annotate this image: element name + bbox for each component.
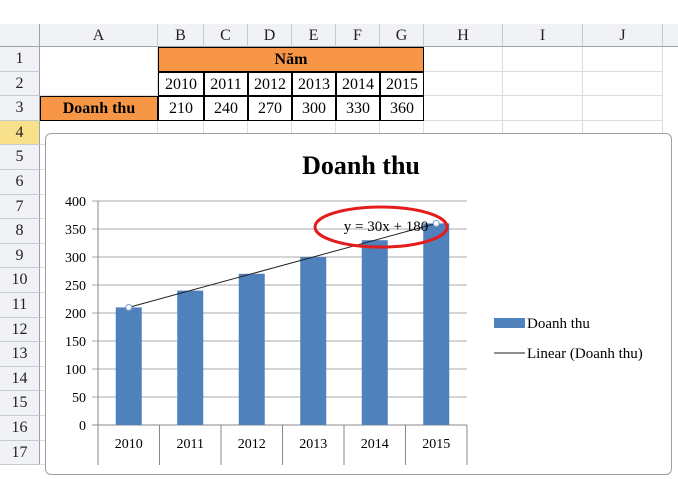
y-tick-label: 400 bbox=[65, 195, 86, 210]
column-header-F[interactable]: F bbox=[336, 24, 380, 47]
y-tick-label: 0 bbox=[79, 419, 86, 434]
trendline-handle bbox=[125, 303, 133, 311]
y-tick-label: 100 bbox=[65, 363, 86, 378]
row-header-4[interactable]: 4 bbox=[0, 120, 40, 146]
cell[interactable] bbox=[424, 47, 503, 72]
cell-year[interactable]: 2014 bbox=[336, 71, 380, 97]
row-header-10[interactable]: 10 bbox=[0, 268, 40, 293]
bar-2012[interactable] bbox=[238, 273, 265, 425]
column-header-C[interactable]: C bbox=[204, 24, 248, 47]
column-header-G[interactable]: G bbox=[380, 24, 424, 47]
row-header-12[interactable]: 12 bbox=[0, 317, 40, 343]
legend-bar-swatch bbox=[494, 318, 525, 328]
bar-2010[interactable] bbox=[115, 307, 142, 425]
cell[interactable] bbox=[583, 96, 663, 121]
column-header-extra[interactable] bbox=[663, 24, 678, 47]
column-header-B[interactable]: B bbox=[158, 24, 204, 47]
x-tick-label: 2013 bbox=[299, 437, 327, 452]
cell[interactable] bbox=[503, 71, 583, 97]
select-all-corner[interactable] bbox=[0, 24, 40, 47]
row-header-17[interactable]: 17 bbox=[0, 440, 40, 466]
row-header-9[interactable]: 9 bbox=[0, 243, 40, 269]
row-header-1[interactable]: 1 bbox=[0, 47, 40, 72]
cell-A1[interactable] bbox=[40, 47, 158, 97]
trendline-equation[interactable]: y = 30x + 180 bbox=[344, 219, 428, 235]
cell[interactable] bbox=[503, 47, 583, 72]
cell-value[interactable]: 300 bbox=[292, 96, 336, 121]
cell[interactable] bbox=[583, 47, 663, 72]
y-tick-label: 300 bbox=[65, 251, 86, 266]
cell-year[interactable]: 2013 bbox=[292, 71, 336, 97]
chart-title[interactable]: Doanh thu bbox=[302, 151, 420, 180]
column-header-I[interactable]: I bbox=[503, 24, 583, 47]
row-header-14[interactable]: 14 bbox=[0, 366, 40, 392]
cell-value[interactable]: 240 bbox=[204, 96, 248, 121]
cell-value[interactable]: 330 bbox=[336, 96, 380, 121]
legend-series-label[interactable]: Doanh thu bbox=[527, 316, 590, 332]
highlight-ellipse bbox=[313, 205, 449, 249]
row-header-6[interactable]: 6 bbox=[0, 170, 40, 195]
cell-year[interactable]: 2010 bbox=[158, 71, 204, 97]
row-header-8[interactable]: 8 bbox=[0, 219, 40, 244]
cell-year[interactable]: 2012 bbox=[248, 71, 292, 97]
cell-value[interactable]: 360 bbox=[380, 96, 424, 121]
y-tick-label: 200 bbox=[65, 307, 86, 322]
row-header-16[interactable]: 16 bbox=[0, 416, 40, 441]
cell[interactable] bbox=[503, 96, 583, 121]
cell[interactable] bbox=[583, 71, 663, 97]
cell-A3-doanh-thu[interactable]: Doanh thu bbox=[40, 96, 158, 121]
row-header-2[interactable]: 2 bbox=[0, 71, 40, 97]
x-tick-label: 2010 bbox=[115, 437, 143, 452]
row-header-11[interactable]: 11 bbox=[0, 293, 40, 318]
bar-2011[interactable] bbox=[177, 290, 204, 425]
y-tick-label: 250 bbox=[65, 279, 86, 294]
bar-2013[interactable] bbox=[300, 257, 327, 425]
bar-2015[interactable] bbox=[423, 223, 450, 425]
row-header-7[interactable]: 7 bbox=[0, 194, 40, 220]
y-tick-label: 50 bbox=[72, 391, 86, 406]
x-tick-label: 2011 bbox=[177, 437, 204, 452]
column-header-D[interactable]: D bbox=[248, 24, 292, 47]
bar-2014[interactable] bbox=[361, 240, 388, 425]
row-header-5[interactable]: 5 bbox=[0, 145, 40, 170]
cell-year[interactable]: 2015 bbox=[380, 71, 424, 97]
cell-B1-nam[interactable]: Năm bbox=[158, 47, 424, 72]
cell-value[interactable]: 210 bbox=[158, 96, 204, 121]
column-header-A[interactable]: A bbox=[40, 24, 158, 47]
row-header-13[interactable]: 13 bbox=[0, 342, 40, 367]
legend-trendline-label[interactable]: Linear (Doanh thu) bbox=[527, 346, 643, 362]
y-tick-label: 150 bbox=[65, 335, 86, 350]
row-header-15[interactable]: 15 bbox=[0, 391, 40, 416]
trendline[interactable] bbox=[128, 222, 437, 308]
cell-year[interactable]: 2011 bbox=[204, 71, 248, 97]
column-header-H[interactable]: H bbox=[424, 24, 503, 47]
trendline-handle bbox=[432, 219, 440, 227]
row-header-3[interactable]: 3 bbox=[0, 96, 40, 121]
column-header-E[interactable]: E bbox=[292, 24, 336, 47]
x-tick-label: 2015 bbox=[422, 437, 450, 452]
y-tick-label: 350 bbox=[65, 223, 86, 238]
chart[interactable]: Doanh thu 0 50 100 150 200 250 300 350 400 2010 20… bbox=[45, 133, 672, 475]
cell-value[interactable]: 270 bbox=[248, 96, 292, 121]
column-header-J[interactable]: J bbox=[583, 24, 663, 47]
cell[interactable] bbox=[424, 71, 503, 97]
cell[interactable] bbox=[424, 96, 503, 121]
x-tick-label: 2014 bbox=[361, 437, 389, 452]
x-tick-label: 2012 bbox=[238, 437, 266, 452]
chart-svg: Doanh thu 0 50 100 150 200 250 300 350 400 2010 20… bbox=[65, 151, 643, 465]
